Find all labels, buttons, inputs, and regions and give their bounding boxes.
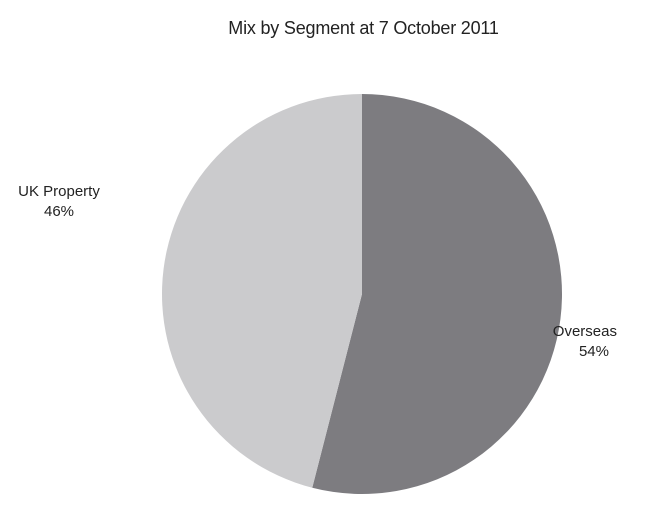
slice-label-overseas: Overseas: [553, 323, 617, 340]
chart-title: Mix by Segment at 7 October 2011: [228, 18, 499, 38]
pie-slice-uk-property: [162, 94, 362, 488]
pie-labels: Overseas 54% UK Property 46%: [18, 183, 617, 360]
slice-pct-uk-property: 46%: [44, 203, 74, 220]
pie-slice-overseas: [312, 94, 563, 495]
slice-pct-overseas: 54%: [579, 343, 609, 360]
slice-label-uk-property: UK Property: [18, 183, 100, 200]
pie-slices: [162, 94, 563, 495]
